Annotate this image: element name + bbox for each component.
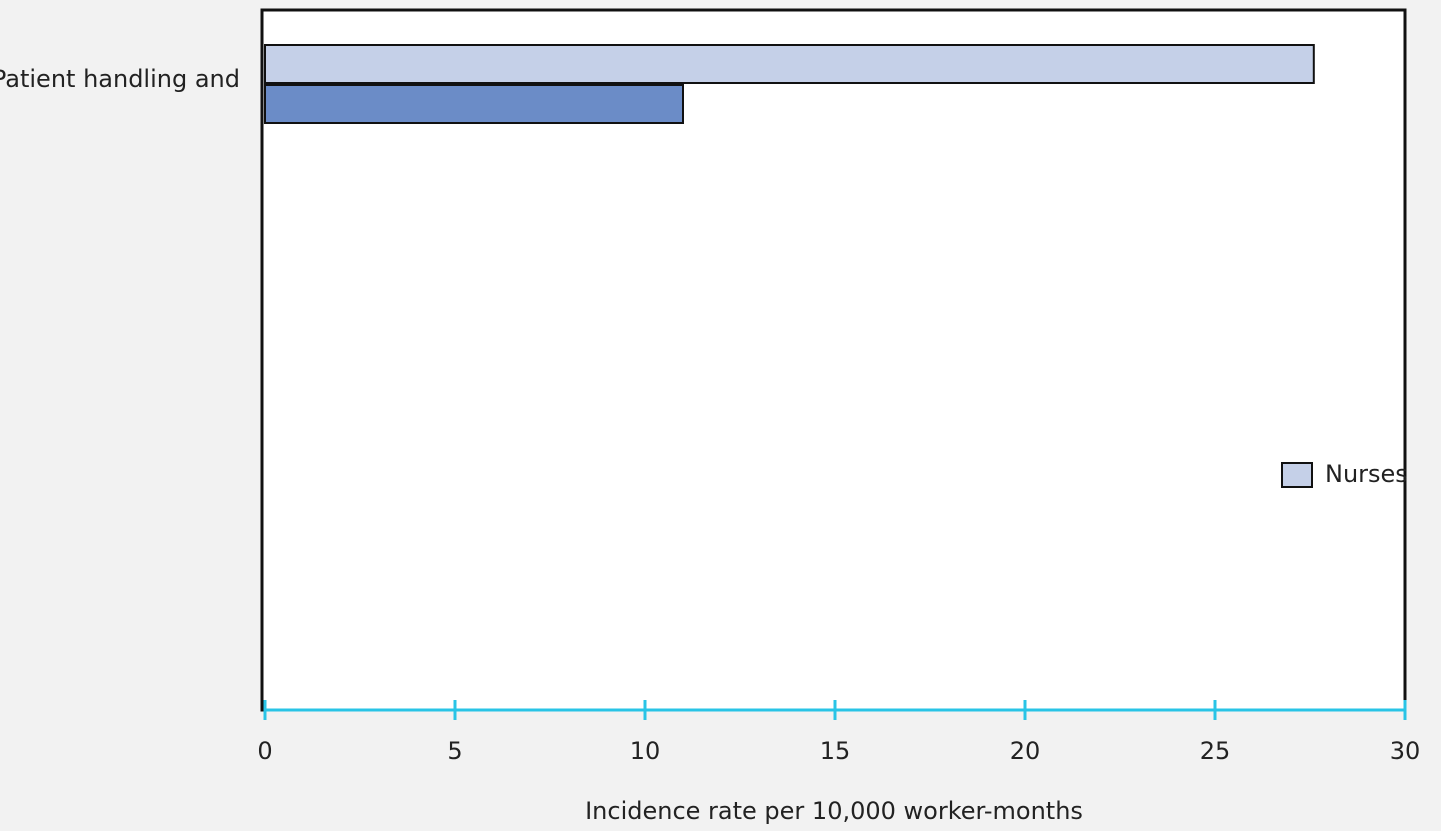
x-tick-label: 15 (820, 737, 851, 765)
x-axis-label: Incidence rate per 10,000 worker-months (585, 797, 1083, 825)
legend-label: Nurses (1325, 460, 1408, 488)
bar (265, 85, 683, 123)
y-tick-label: Patient handling and (0, 65, 240, 93)
chart: Incidence rate per 10,000 worker-months … (0, 0, 1441, 831)
x-tick-label: 5 (447, 737, 462, 765)
x-tick-label: 30 (1390, 737, 1421, 765)
legend-swatch (1282, 463, 1312, 487)
x-tick-label: 20 (1010, 737, 1041, 765)
x-tick-label: 25 (1200, 737, 1231, 765)
x-tick-label: 0 (257, 737, 272, 765)
bar (265, 45, 1314, 83)
x-tick-label: 10 (630, 737, 661, 765)
page: {"chart_data": {"type": "barh", "categor… (0, 0, 1441, 831)
